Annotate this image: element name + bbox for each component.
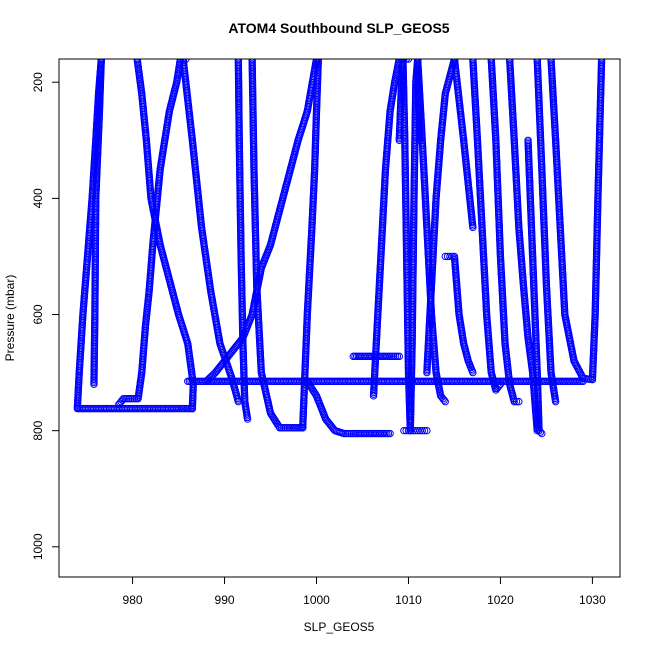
data-point (90, 380, 98, 388)
data-point (205, 375, 213, 383)
data-point (203, 376, 212, 384)
data-point (202, 377, 210, 385)
data-point (206, 373, 214, 382)
data-point (207, 372, 216, 381)
series-6 (179, 59, 243, 406)
chart-title: ATOM4 Southbound SLP_GEOS5 (228, 20, 449, 36)
data-points (73, 59, 606, 438)
series-7 (202, 59, 321, 385)
data-point (133, 59, 141, 63)
series-2 (73, 404, 197, 413)
series-4 (115, 59, 190, 409)
series-1 (90, 59, 106, 388)
series-3 (133, 59, 197, 413)
